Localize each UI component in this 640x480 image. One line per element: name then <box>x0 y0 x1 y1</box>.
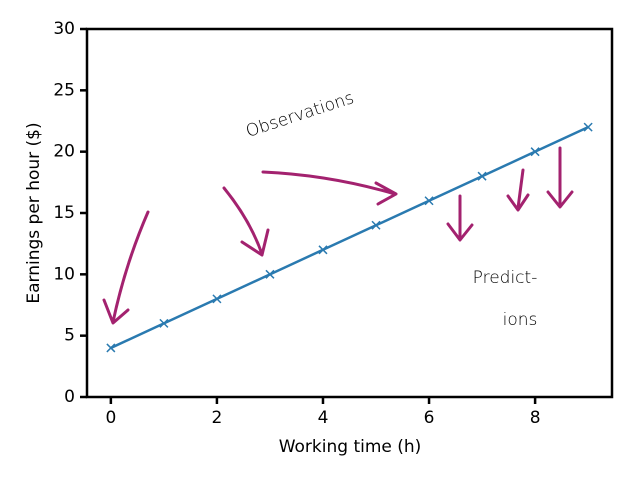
x-tick-label: 2 <box>212 408 223 428</box>
annotation-arrows <box>102 146 574 325</box>
marker <box>212 294 222 304</box>
arrow <box>506 168 530 212</box>
marker <box>159 318 169 328</box>
data-line <box>110 125 589 350</box>
y-tick-label: 25 <box>53 80 75 100</box>
y-tick-label: 0 <box>64 387 75 407</box>
marker <box>318 245 328 255</box>
arrow <box>222 186 270 257</box>
y-tick-label: 15 <box>53 203 75 223</box>
arrow <box>102 210 150 325</box>
arrow <box>546 146 574 209</box>
x-tick-label: 4 <box>318 408 329 428</box>
x-tick-label: 8 <box>530 408 541 428</box>
arrow <box>446 194 474 242</box>
x-tick-label: 0 <box>105 408 116 428</box>
annotation: Predict- <box>473 268 538 288</box>
plot-frame <box>85 27 614 399</box>
marker <box>424 196 434 206</box>
marker <box>530 147 540 157</box>
marker <box>265 269 275 279</box>
annotation: ions <box>503 310 538 330</box>
y-tick-label: 10 <box>53 264 75 284</box>
marker <box>371 220 381 230</box>
y-axis-label: Earnings per hour ($) <box>24 122 44 303</box>
marker <box>477 171 487 181</box>
arrow <box>261 170 398 206</box>
y-tick-label: 5 <box>64 326 75 346</box>
marker <box>583 122 593 132</box>
x-axis-label: Working time (h) <box>279 437 422 457</box>
x-tick-label: 6 <box>424 408 435 428</box>
y-tick-label: 30 <box>53 19 75 39</box>
y-tick-label: 20 <box>53 142 75 162</box>
annotation: Observations <box>243 88 356 142</box>
marker <box>106 343 116 353</box>
